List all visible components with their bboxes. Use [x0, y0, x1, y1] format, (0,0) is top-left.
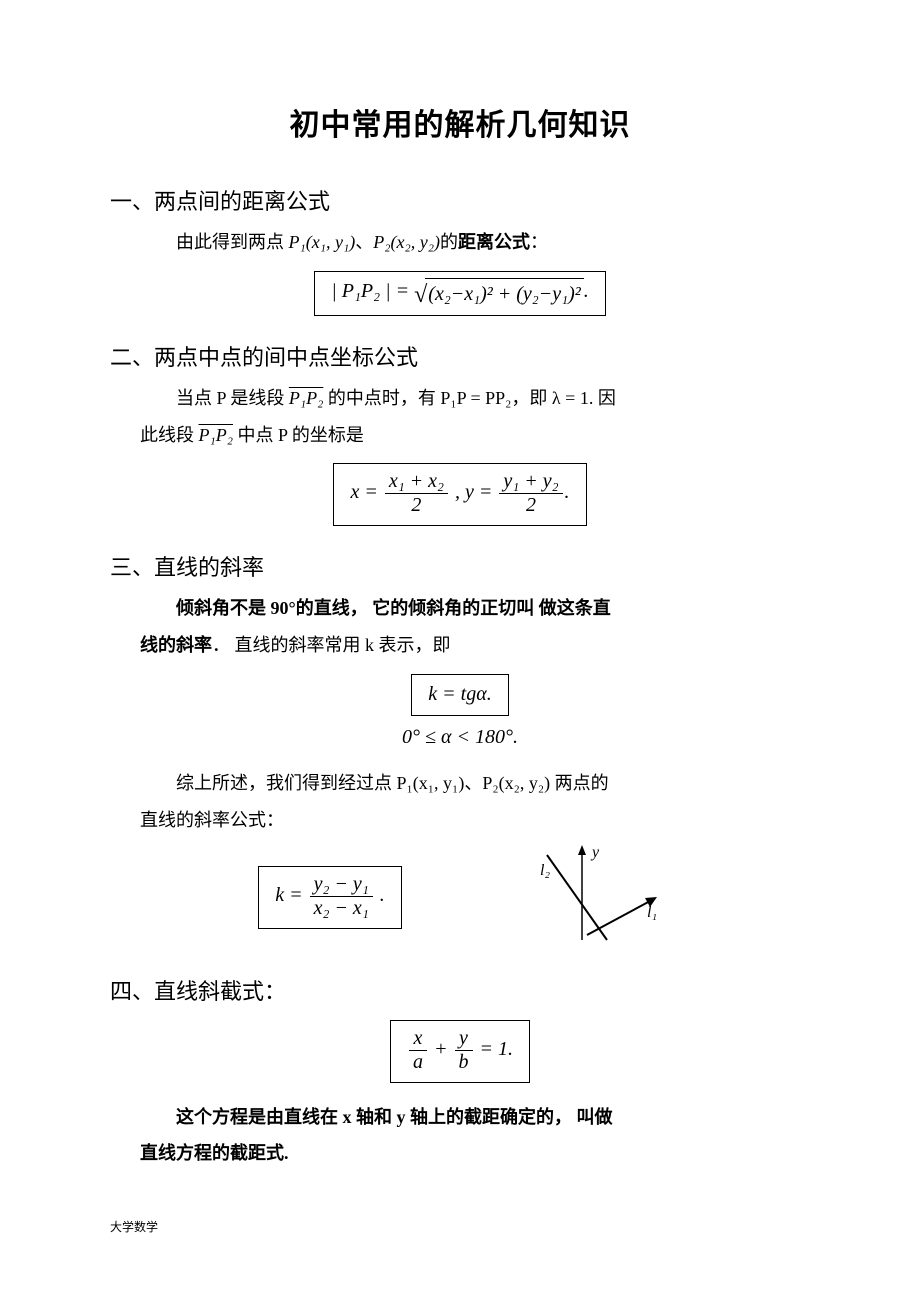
s3-l2-post: ． 直线的斜率常用 k 表示，即	[212, 635, 451, 655]
slope-end: .	[375, 884, 385, 906]
intercept-formula-box: x a + y b = 1.	[390, 1020, 530, 1083]
midpoint-formula-box: x = x₁ + x₂ 2 , y = y₁ + y₂ 2 .	[333, 463, 586, 526]
mid-y-lhs: y =	[465, 481, 492, 503]
intercept-formula-row: x a + y b = 1.	[110, 1020, 810, 1083]
s2-l2-pre: 此线段	[140, 425, 199, 445]
mid-y-den: 2	[499, 494, 562, 517]
slope-row: k = y₂ − y₁ x₂ − x₁ . y l₂ l₁	[110, 845, 810, 950]
s3-l2-bold: 斜率	[176, 635, 212, 655]
section-3-line3: 综上所述，我们得到经过点 P₁(x₁, y₁)、P₂(x₂, y₂) 两点的	[140, 769, 810, 798]
s2-seg1: P₁P₂	[289, 388, 324, 408]
mid-y-frac: y₁ + y₂ 2	[499, 470, 562, 517]
yb-num: y	[455, 1027, 473, 1051]
slope-lhs: k =	[275, 884, 302, 906]
section-2-line1: 当点 P 是线段 P₁P₂ 的中点时，有 P₁P = PP₂，即 λ = 1. …	[140, 384, 810, 413]
slope-frac: y₂ − y₁ x₂ − x₁	[310, 873, 373, 920]
section-1-heading: 一、两点间的距离公式	[110, 184, 810, 216]
s4-l2-post: .	[284, 1143, 289, 1163]
footer-text: 大学数学	[110, 1218, 810, 1235]
section-2-heading: 二、两点中点的间中点坐标公式	[110, 340, 810, 372]
slope-den: x₂ − x₁	[310, 897, 373, 920]
s1-intro-pre: 由此得到两点	[176, 232, 289, 252]
section-4-heading: 四、直线斜截式：	[110, 974, 810, 1006]
mid-x-frac: x₁ + x₂ 2	[385, 470, 448, 517]
distance-formula-row: | P₁P₂ | = √ (x₂−x₁)² + (y₂−y₁)² .	[110, 271, 810, 316]
section-4-line1: 这个方程是由直线在 x 轴和 y 轴上的截距确定的， 叫做	[140, 1103, 810, 1132]
section-1-intro: 由此得到两点 P₁(x₁, y₁)、P₂(x₂, y₂)的距离公式：	[140, 228, 810, 257]
s3-l2-pre: 线的	[140, 635, 176, 655]
xa-den: a	[409, 1051, 427, 1074]
page-title: 初中常用的解析几何知识	[110, 100, 810, 144]
dist-period: .	[584, 280, 589, 302]
s1-intro-bold: 距离公式	[458, 232, 530, 252]
section-2-line2: 此线段 P₁P₂ 中点 P 的坐标是	[140, 421, 810, 450]
s2-l1-pre: 当点 P 是线段	[176, 388, 289, 408]
section-3-line4: 直线的斜率公式：	[140, 806, 810, 835]
xa-frac: x a	[409, 1027, 427, 1074]
s4-l2-pre: 直线方程的	[140, 1143, 230, 1163]
mid-x-den: 2	[385, 494, 448, 517]
mid-sep: ,	[455, 481, 465, 503]
distance-formula-box: | P₁P₂ | = √ (x₂−x₁)² + (y₂−y₁)² .	[314, 271, 605, 316]
s1-p2: P₂(x₂, y₂)	[373, 232, 440, 252]
diag-l1: l₁	[647, 904, 657, 921]
s1-intro-post: 的	[440, 232, 458, 252]
mid-x-lhs: x =	[350, 481, 377, 503]
s1-sep: 、	[355, 232, 373, 252]
section-3-heading: 三、直线的斜率	[110, 550, 810, 582]
s4-l2-bold: 截距式	[230, 1143, 284, 1163]
mid-x-num: x₁ + x₂	[385, 470, 448, 494]
dist-lhs: | P₁P₂ | =	[331, 280, 409, 302]
mid-end: .	[565, 481, 570, 503]
k-tga-row: k = tgα. 0° ≤ α < 180°.	[110, 674, 810, 749]
int-plus: +	[434, 1038, 453, 1060]
section-3-line2: 线的斜率． 直线的斜率常用 k 表示，即	[140, 631, 810, 660]
diag-l2: l₂	[540, 862, 550, 879]
alpha-range: 0° ≤ α < 180°.	[402, 726, 518, 749]
yb-den: b	[455, 1051, 473, 1074]
mid-y-num: y₁ + y₂	[499, 470, 562, 494]
yb-frac: y b	[455, 1027, 473, 1074]
midpoint-formula-row: x = x₁ + x₂ 2 , y = y₁ + y₂ 2 .	[110, 463, 810, 526]
k-tga-box: k = tgα.	[411, 674, 508, 716]
sqrt-wrap: √ (x₂−x₁)² + (y₂−y₁)²	[414, 278, 584, 307]
slope-num: y₂ − y₁	[310, 873, 373, 897]
s2-l1-mid: 的中点时，有 P₁P = PP₂，即 λ = 1. 因	[323, 388, 615, 408]
diag-y: y	[590, 845, 600, 861]
section-3-line1: 倾斜角不是 90°的直线， 它的倾斜角的正切叫 做这条直	[140, 594, 810, 623]
document-page: 初中常用的解析几何知识 一、两点间的距离公式 由此得到两点 P₁(x₁, y₁)…	[0, 0, 920, 1295]
s2-l2-post: 中点 P 的坐标是	[233, 425, 364, 445]
slope-diagram: y l₂ l₁	[502, 845, 662, 950]
s1-colon: ：	[530, 232, 548, 252]
int-rhs: = 1.	[480, 1038, 514, 1060]
section-4-line2: 直线方程的截距式.	[140, 1139, 810, 1168]
s2-seg2: P₁P₂	[199, 425, 234, 445]
s1-p1: P₁(x₁, y₁)	[289, 232, 356, 252]
lines-diagram-icon: y l₂ l₁	[502, 845, 662, 945]
xa-num: x	[409, 1027, 427, 1051]
slope-formula-box: k = y₂ − y₁ x₂ − x₁ .	[258, 866, 402, 929]
sqrt-body: (x₂−x₁)² + (y₂−y₁)²	[425, 278, 583, 307]
